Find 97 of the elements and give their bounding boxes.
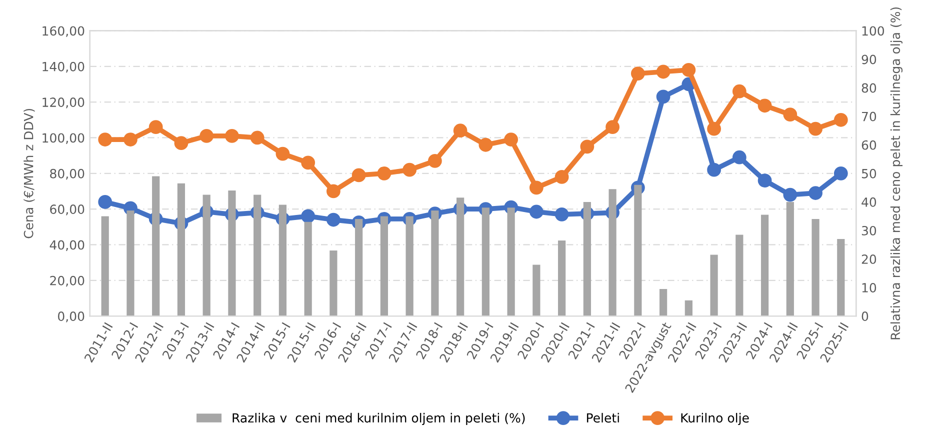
y-tick-label: 100,00 bbox=[42, 133, 84, 144]
point bbox=[250, 130, 264, 145]
bar bbox=[710, 254, 718, 316]
bar bbox=[304, 222, 312, 316]
point bbox=[707, 162, 721, 177]
bar bbox=[152, 176, 160, 316]
bar bbox=[177, 183, 186, 316]
bar bbox=[101, 216, 109, 316]
bar bbox=[330, 250, 338, 316]
point bbox=[98, 194, 112, 209]
y-tick-label: 0,00 bbox=[58, 312, 84, 322]
point bbox=[174, 136, 188, 150]
point bbox=[301, 156, 316, 170]
bar bbox=[760, 214, 769, 316]
y2-tick-label: 100 bbox=[862, 26, 884, 36]
y-axis-title: Cena (€/MWh z DDV) bbox=[24, 108, 35, 238]
y2-tick-label: 90 bbox=[862, 54, 876, 64]
y-tick-label: 20,00 bbox=[50, 276, 84, 287]
bar bbox=[583, 202, 591, 316]
y2-tick-label: 30 bbox=[862, 226, 876, 236]
y2-tick-label: 10 bbox=[862, 283, 876, 292]
bar bbox=[532, 264, 540, 316]
bar bbox=[736, 234, 744, 316]
point bbox=[606, 120, 620, 134]
point bbox=[124, 132, 138, 146]
legend-label: Razlika v ceni med kurilnim oljem in peleti (%) bbox=[232, 412, 525, 426]
point bbox=[758, 98, 772, 113]
point bbox=[377, 166, 392, 180]
bar bbox=[202, 194, 210, 316]
point bbox=[656, 90, 670, 104]
point bbox=[326, 212, 340, 227]
point bbox=[98, 132, 112, 146]
point bbox=[352, 168, 366, 182]
point bbox=[808, 122, 822, 136]
point bbox=[402, 162, 417, 177]
bar bbox=[507, 208, 515, 316]
bar bbox=[406, 216, 414, 316]
bar bbox=[482, 208, 490, 316]
point bbox=[326, 184, 340, 198]
point bbox=[707, 122, 721, 136]
y-tick-label: 140,00 bbox=[42, 62, 84, 73]
bar bbox=[634, 184, 642, 316]
point bbox=[301, 209, 316, 224]
y-tick-label: 60,00 bbox=[50, 204, 84, 216]
y-tick-label: 40,00 bbox=[50, 240, 84, 251]
bar bbox=[608, 189, 616, 316]
point bbox=[834, 166, 848, 180]
bar bbox=[684, 300, 692, 316]
y2-tick-label: 0 bbox=[862, 312, 868, 322]
bar bbox=[837, 239, 845, 316]
bar bbox=[659, 288, 668, 316]
point bbox=[732, 84, 746, 98]
point bbox=[225, 129, 239, 143]
point bbox=[758, 174, 772, 188]
bar bbox=[355, 219, 363, 316]
point bbox=[453, 124, 468, 138]
bar bbox=[558, 240, 566, 316]
point bbox=[732, 150, 746, 164]
bar bbox=[278, 204, 287, 316]
point bbox=[276, 146, 290, 161]
point bbox=[554, 207, 569, 222]
legend-label: Peleti bbox=[586, 412, 619, 423]
bar bbox=[254, 194, 262, 316]
point bbox=[682, 63, 696, 77]
bar bbox=[228, 190, 236, 316]
y2-tick-label: 50 bbox=[862, 168, 876, 178]
bar bbox=[812, 219, 820, 316]
point bbox=[554, 170, 569, 184]
bar bbox=[786, 202, 794, 316]
y2-axis-title: Relativna razlika med ceno pelet in kurilnega olja (%) bbox=[890, 7, 903, 340]
point bbox=[580, 140, 594, 154]
point bbox=[478, 138, 493, 152]
y2-tick-label: 20 bbox=[862, 254, 876, 264]
y-tick-label: 160,00 bbox=[42, 26, 84, 37]
point bbox=[529, 180, 544, 195]
point bbox=[428, 154, 442, 168]
point bbox=[783, 108, 798, 122]
y2-tick-label: 80 bbox=[862, 83, 876, 93]
y-tick-label: 80,00 bbox=[50, 168, 84, 180]
point bbox=[783, 188, 798, 202]
point bbox=[834, 112, 848, 127]
bar bbox=[456, 198, 464, 316]
y2-tick-label: 70 bbox=[862, 112, 876, 122]
point bbox=[630, 66, 645, 80]
bar bbox=[380, 216, 388, 316]
y-tick-label: 120,00 bbox=[42, 98, 84, 108]
point bbox=[504, 132, 518, 146]
point bbox=[200, 129, 214, 143]
point bbox=[529, 204, 544, 219]
legend-label: Kurilno olje bbox=[681, 412, 749, 426]
y2-tick-label: 40 bbox=[862, 197, 876, 207]
point bbox=[808, 186, 822, 200]
point bbox=[148, 120, 163, 134]
y2-tick-label: 60 bbox=[862, 140, 876, 150]
bar bbox=[431, 210, 439, 316]
point bbox=[656, 64, 670, 79]
bar bbox=[126, 210, 134, 316]
